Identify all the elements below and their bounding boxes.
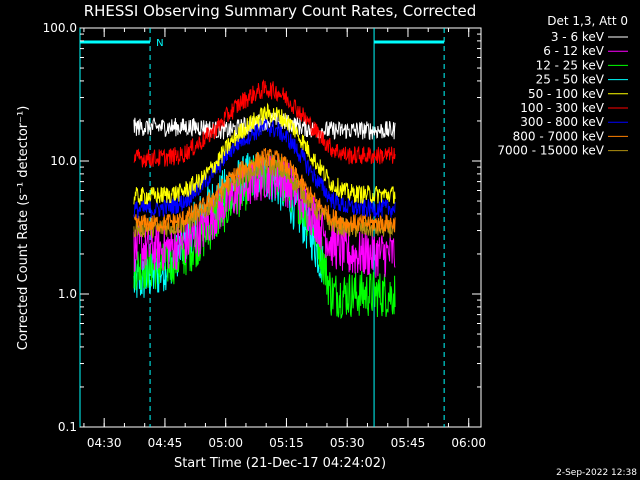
legend-label: 12 - 25 keV — [536, 58, 605, 72]
x-tick-label: 05:45 — [391, 436, 426, 450]
series-line — [133, 79, 396, 168]
night-label: N — [156, 38, 163, 49]
x-tick-label: 04:45 — [148, 436, 183, 450]
legend-label: 300 - 800 keV — [520, 115, 604, 129]
legend-label: 100 - 300 keV — [520, 101, 604, 115]
x-axis-label: Start Time (21-Dec-17 04:24:02) — [174, 456, 386, 471]
y-axis-ticks: 0.1 1.0 10.0 100.0 — [43, 21, 481, 434]
y-axis-label: Corrected Count Rate (s⁻¹ detector⁻¹) — [16, 106, 31, 351]
x-tick-label: 04:30 — [87, 436, 122, 450]
y-tick-label: 10.0 — [50, 154, 77, 168]
series-line — [133, 154, 396, 278]
y-tick-label: 100.0 — [43, 21, 77, 35]
x-tick-label: 05:30 — [330, 436, 365, 450]
x-tick-label: 06:00 — [451, 436, 486, 450]
series-lines — [133, 79, 396, 320]
y-tick-label: 0.1 — [58, 420, 77, 434]
chart-title: RHESSI Observing Summary Count Rates, Co… — [84, 2, 477, 20]
y-tick-label: 1.0 — [58, 287, 77, 301]
x-axis-ticks: 04:30 04:45 05:00 05:15 05:30 05:45 06:00 — [83, 28, 486, 450]
x-tick-label: 05:15 — [269, 436, 304, 450]
series-line — [133, 102, 396, 205]
series-line — [133, 147, 396, 233]
legend-label: 50 - 100 keV — [528, 87, 605, 101]
x-tick-label: 05:00 — [208, 436, 243, 450]
legend-label: 25 - 50 keV — [536, 73, 605, 87]
date-stamp: 2-Sep-2022 12:38 — [556, 468, 637, 478]
legend-label: 800 - 7000 keV — [513, 129, 605, 143]
legend-header: Det 1,3, Att 0 — [547, 14, 628, 28]
legend-label: 7000 - 15000 keV — [497, 144, 604, 158]
legend-label: 3 - 6 keV — [551, 30, 605, 44]
legend-label: 6 - 12 keV — [543, 44, 605, 58]
